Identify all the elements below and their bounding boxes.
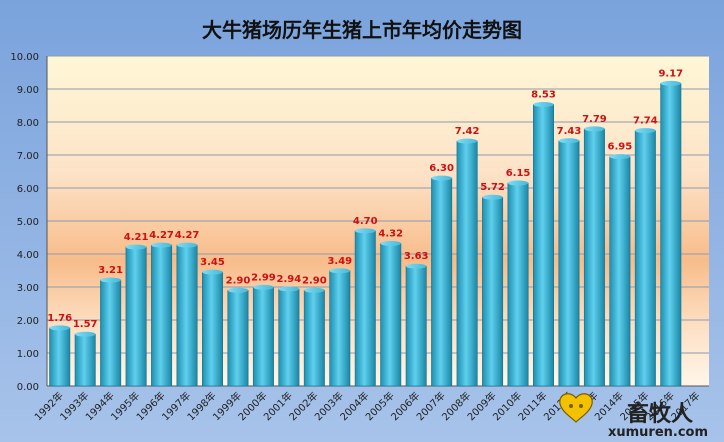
bar <box>176 244 198 387</box>
bar-top <box>609 154 631 160</box>
data-label: 4.32 <box>378 228 403 239</box>
data-label: 8.53 <box>531 90 556 101</box>
data-label: 5.72 <box>480 182 505 193</box>
y-tick-label: 3.00 <box>17 283 39 294</box>
watermark-logo-icon <box>559 393 593 423</box>
bar <box>151 244 173 387</box>
data-label: 1.76 <box>47 313 72 324</box>
y-tick-label: 4.00 <box>17 250 39 261</box>
data-label: 6.15 <box>506 168 531 179</box>
bar <box>533 104 554 387</box>
bar-top <box>202 269 223 275</box>
y-tick-label: 10.00 <box>10 52 39 63</box>
data-label: 6.30 <box>429 163 454 174</box>
chart-title: 大牛猪场历年生猪上市年均价走势图 <box>202 18 522 42</box>
data-label: 7.74 <box>633 116 658 127</box>
bar <box>558 140 580 387</box>
bar <box>634 130 656 387</box>
data-label: 3.21 <box>98 265 123 276</box>
bar <box>202 271 223 387</box>
bar <box>303 289 325 387</box>
bar-top <box>253 284 274 290</box>
data-label: 2.94 <box>277 274 302 285</box>
bar <box>482 196 504 387</box>
data-label: 7.43 <box>557 126 582 137</box>
watermark: 畜牧人 xumuren.com <box>559 393 708 440</box>
bar-top <box>278 286 300 292</box>
bar-top <box>507 180 529 186</box>
watermark-name: 畜牧人 <box>627 401 693 427</box>
data-label: 3.63 <box>404 251 429 262</box>
bar <box>583 128 605 387</box>
bar-top <box>355 228 376 234</box>
data-label: 2.90 <box>226 275 251 286</box>
bar <box>74 333 96 387</box>
data-labels: 1.761.573.214.21 4.27 4.273.452.90 2.99 2.94… <box>47 68 683 330</box>
bar-top <box>304 287 325 293</box>
y-tick-label: 6.00 <box>17 184 39 195</box>
bars <box>49 80 682 387</box>
data-label: 1.57 <box>73 319 98 330</box>
data-label: 3.49 <box>327 256 352 267</box>
bar <box>100 279 122 387</box>
bar <box>354 230 376 387</box>
data-label: 7.42 <box>455 126 480 137</box>
y-tick-label: 7.00 <box>17 151 39 162</box>
data-label: 4.27 <box>175 230 200 241</box>
bar-top <box>176 242 198 248</box>
bar-top <box>456 138 478 144</box>
data-label: 2.99 <box>251 272 276 283</box>
data-label: 7.79 <box>582 114 607 125</box>
watermark-url: xumuren.com <box>608 425 708 440</box>
data-label: 2.90 <box>302 275 327 286</box>
bar-top <box>151 242 172 248</box>
bar-top <box>227 287 249 293</box>
bar <box>125 246 147 387</box>
bar <box>49 327 71 387</box>
bar <box>507 182 529 387</box>
bar <box>278 288 300 387</box>
bar-top <box>558 138 580 144</box>
bar <box>329 270 351 387</box>
bar-top <box>660 80 681 86</box>
bar <box>227 289 249 387</box>
bar-top <box>380 240 401 246</box>
bar-top <box>49 325 70 331</box>
bar-top <box>431 175 452 181</box>
bar-top <box>635 128 656 134</box>
y-tick-label: 5.00 <box>17 217 39 228</box>
bar-top <box>125 244 147 250</box>
data-label: 3.45 <box>200 257 225 268</box>
y-tick-label: 2.00 <box>17 316 39 327</box>
bar <box>405 265 427 387</box>
y-tick-label: 9.00 <box>17 85 39 96</box>
bar <box>609 156 631 387</box>
bar-top <box>482 194 503 200</box>
bar <box>431 177 453 387</box>
bar <box>456 140 478 387</box>
data-label: 6.95 <box>608 142 633 153</box>
data-label: 4.21 <box>124 232 149 243</box>
y-tick-label: 0.00 <box>17 382 39 393</box>
data-label: 4.27 <box>149 230 174 241</box>
bar-top <box>100 277 121 283</box>
bar <box>252 287 274 387</box>
data-label: 4.70 <box>353 216 378 227</box>
bar-top <box>406 263 427 269</box>
bar-top <box>533 102 554 108</box>
bar-top <box>329 268 350 274</box>
bar-top <box>584 126 605 132</box>
y-tick-label: 1.00 <box>17 349 39 360</box>
bar <box>660 83 682 387</box>
y-tick-label: 8.00 <box>17 118 39 129</box>
data-label: 9.17 <box>658 68 683 79</box>
bar-top <box>75 331 96 337</box>
bar <box>380 243 402 387</box>
